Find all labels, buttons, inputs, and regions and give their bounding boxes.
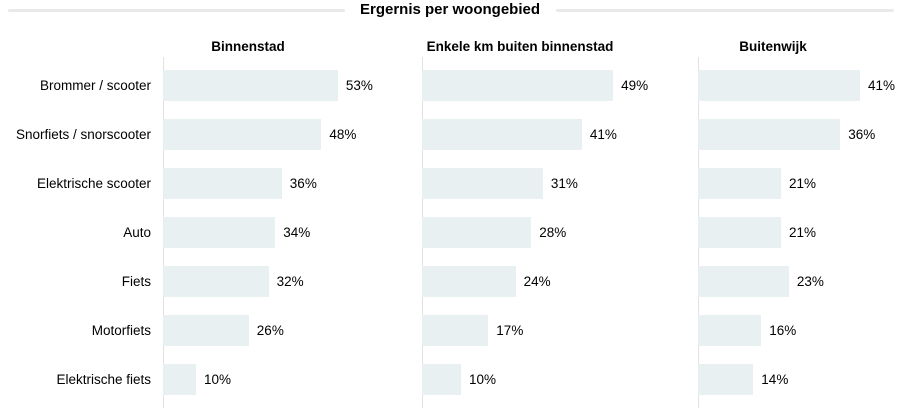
title-rule-right-line <box>556 9 894 12</box>
bar <box>698 119 841 150</box>
chart-row: Brommer / scooter 53% 49% 41% <box>0 61 900 110</box>
category-label: Motorfiets <box>91 323 151 338</box>
bar <box>698 70 860 101</box>
panel-cell: 41% <box>422 110 698 159</box>
category-label: Snorfiets / snorscooter <box>15 127 151 142</box>
value-label: 10% <box>469 372 497 387</box>
bar <box>422 217 532 248</box>
value-label: 36% <box>289 176 317 191</box>
bar <box>422 266 516 297</box>
value-label: 16% <box>769 323 797 338</box>
value-label: 24% <box>523 274 551 289</box>
panel-cell: 16% <box>698 306 900 355</box>
panel-cell: 26% <box>163 306 422 355</box>
panel-cell: 21% <box>698 208 900 257</box>
bar <box>163 364 196 395</box>
value-label: 49% <box>621 78 649 93</box>
bar <box>163 70 338 101</box>
bar <box>163 266 269 297</box>
panel-cell: 10% <box>422 355 698 404</box>
chart-rows: Brommer / scooter 53% 49% 41% Snorfiets / sn… <box>0 61 900 404</box>
chart-row: Snorfiets / snorscooter 48% 41% 36% <box>0 110 900 159</box>
chart-row: Auto 34% 28% 21% <box>0 208 900 257</box>
bar <box>422 315 489 346</box>
panel-cell: 31% <box>422 159 698 208</box>
bar <box>698 364 754 395</box>
panel-cell: 24% <box>422 257 698 306</box>
bar <box>698 315 762 346</box>
value-label: 36% <box>848 127 876 142</box>
panel-header-buitenwijk: Buitenwijk <box>739 39 807 54</box>
value-label: 10% <box>204 372 232 387</box>
bar <box>422 168 543 199</box>
chart-row: Motorfiets 26% 17% 16% <box>0 306 900 355</box>
panel-cell: 14% <box>698 355 900 404</box>
bar <box>163 315 249 346</box>
chart-row: Fiets 32% 24% 23% <box>0 257 900 306</box>
bar <box>163 168 282 199</box>
value-label: 21% <box>788 225 816 240</box>
value-label: 21% <box>788 176 816 191</box>
panel-cell: 28% <box>422 208 698 257</box>
panel-header-enkele-km-buiten-binnenstad: Enkele km buiten binnenstad <box>426 39 614 54</box>
category-label: Elektrische fiets <box>56 372 151 387</box>
chart-row: Elektrische scooter 36% 31% 21% <box>0 159 900 208</box>
value-label: 48% <box>329 127 357 142</box>
value-label: 31% <box>550 176 578 191</box>
value-label: 26% <box>256 323 284 338</box>
value-label: 41% <box>589 127 617 142</box>
bar <box>422 119 582 150</box>
panel-cell: 36% <box>698 110 900 159</box>
chart-title: Ergernis per woongebied <box>359 1 541 18</box>
panel-cell: 17% <box>422 306 698 355</box>
panel-cell: 41% <box>698 61 900 110</box>
panel-cell: 49% <box>422 61 698 110</box>
panel-cell: 34% <box>163 208 422 257</box>
value-label: 28% <box>539 225 567 240</box>
panel-cell: 23% <box>698 257 900 306</box>
value-label: 34% <box>283 225 311 240</box>
panel-cell: 32% <box>163 257 422 306</box>
category-label: Fiets <box>121 274 151 289</box>
chart-row: Elektrische fiets 10% 10% 14% <box>0 355 900 404</box>
category-label: Elektrische scooter <box>36 176 151 191</box>
bar <box>422 70 614 101</box>
value-label: 23% <box>796 274 824 289</box>
value-label: 32% <box>276 274 304 289</box>
title-rule-left-line <box>8 9 345 12</box>
value-label: 41% <box>867 78 895 93</box>
value-label: 14% <box>761 372 789 387</box>
value-label: 17% <box>496 323 524 338</box>
bar <box>698 168 781 199</box>
bar <box>698 217 781 248</box>
category-label: Auto <box>123 225 151 240</box>
bar <box>698 266 789 297</box>
value-label: 53% <box>345 78 373 93</box>
panel-cell: 21% <box>698 159 900 208</box>
panel-cell: 10% <box>163 355 422 404</box>
bar <box>163 217 276 248</box>
panel-cell: 36% <box>163 159 422 208</box>
bar <box>422 364 461 395</box>
category-label: Brommer / scooter <box>39 78 151 93</box>
panel-header-binnenstad: Binnenstad <box>211 39 285 54</box>
panel-cell: 48% <box>163 110 422 159</box>
panel-cell: 53% <box>163 61 422 110</box>
bar <box>163 119 322 150</box>
